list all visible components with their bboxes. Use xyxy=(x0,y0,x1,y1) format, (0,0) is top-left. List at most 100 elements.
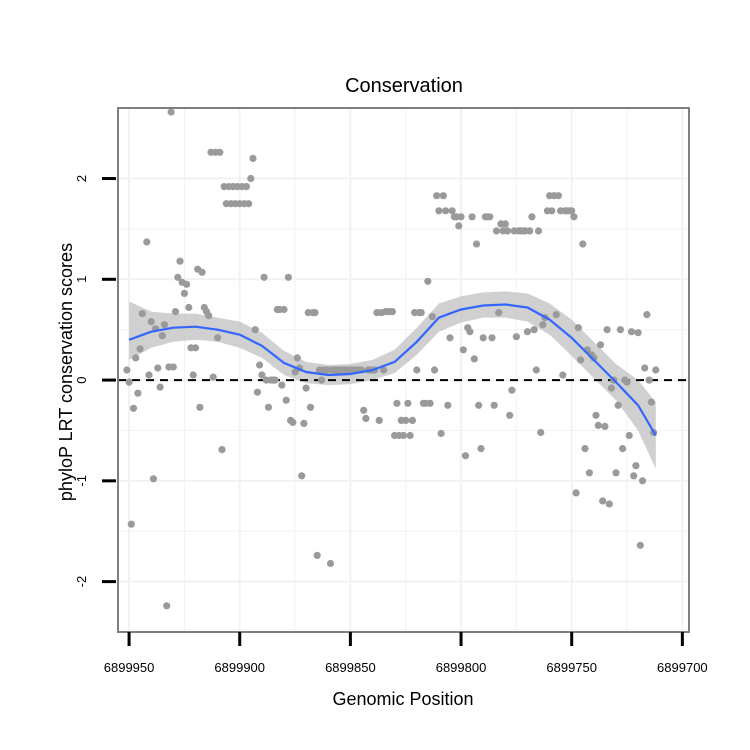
confidence-band xyxy=(129,291,656,469)
data-point-235 xyxy=(645,376,653,384)
scatter-points xyxy=(123,108,660,610)
data-point-128 xyxy=(408,416,416,424)
data-point-236 xyxy=(647,398,656,406)
data-point-172 xyxy=(506,411,514,419)
data-point-140 xyxy=(435,207,443,215)
x-tick-label-1: 6899900 xyxy=(214,660,265,675)
data-point-127 xyxy=(406,431,414,440)
data-point-113 xyxy=(375,416,383,424)
x-tick-label-4: 6899750 xyxy=(546,660,597,675)
data-point-170 xyxy=(501,220,509,228)
x-tick-label-0: 6899950 xyxy=(104,660,155,675)
data-point-29 xyxy=(189,371,197,379)
data-point-156 xyxy=(470,355,478,363)
data-point-200 xyxy=(568,207,576,215)
data-point-119 xyxy=(388,308,396,316)
data-point-23 xyxy=(176,257,184,265)
data-point-145 xyxy=(446,334,454,342)
data-point-167 xyxy=(495,309,503,317)
data-point-15 xyxy=(158,332,166,340)
data-point-27 xyxy=(185,303,193,312)
x-tick-label-5: 6899700 xyxy=(657,660,708,675)
data-point-3 xyxy=(129,404,138,412)
data-point-53 xyxy=(242,183,250,191)
data-point-38 xyxy=(209,373,217,381)
data-point-107 xyxy=(362,414,370,422)
data-point-69 xyxy=(278,381,286,389)
y-tick-label-4: 2 xyxy=(74,175,89,182)
data-point-41 xyxy=(216,148,224,156)
data-point-164 xyxy=(488,334,496,342)
data-point-87 xyxy=(318,376,326,384)
data-point-142 xyxy=(439,192,447,200)
data-point-126 xyxy=(404,399,412,407)
data-point-8 xyxy=(143,238,151,246)
y-tick-label-3: 1 xyxy=(74,276,89,283)
data-point-130 xyxy=(413,366,421,374)
data-point-60 xyxy=(258,371,266,379)
data-point-137 xyxy=(428,313,436,321)
data-point-4 xyxy=(132,354,140,362)
data-point-155 xyxy=(468,213,476,221)
y-axis-title: phyloP LRT conservation scores xyxy=(56,243,76,501)
data-point-36 xyxy=(205,312,213,320)
data-point-154 xyxy=(466,328,474,336)
data-point-212 xyxy=(594,421,602,429)
data-point-125 xyxy=(402,416,410,424)
x-axis: 6899950 6899900 6899850 6899800 6899750 68997… xyxy=(104,632,708,675)
data-point-141 xyxy=(437,429,445,438)
data-point-74 xyxy=(289,418,297,426)
data-point-180 xyxy=(523,328,532,336)
data-point-143 xyxy=(442,207,450,215)
data-point-91 xyxy=(326,559,335,568)
data-point-14 xyxy=(156,383,164,391)
smooth-line-layer xyxy=(128,303,657,437)
data-point-76 xyxy=(293,354,301,362)
data-point-132 xyxy=(417,309,425,317)
data-point-13 xyxy=(154,364,162,372)
data-point-159 xyxy=(477,445,485,453)
x-tick-label-3: 6899800 xyxy=(436,660,487,675)
data-point-211 xyxy=(592,411,600,419)
data-point-229 xyxy=(632,462,640,470)
data-point-19 xyxy=(167,108,175,116)
data-point-227 xyxy=(627,328,636,336)
data-point-138 xyxy=(430,366,439,374)
x-axis-title: Genomic Position xyxy=(332,689,473,709)
data-point-21 xyxy=(171,308,180,316)
confidence-band-layer xyxy=(129,291,656,469)
data-point-121 xyxy=(393,399,401,407)
y-axis: -2 -1 0 1 2 xyxy=(74,175,116,587)
data-point-166 xyxy=(492,227,501,235)
data-point-149 xyxy=(455,222,463,230)
data-point-230 xyxy=(634,329,642,337)
data-point-183 xyxy=(530,326,538,334)
data-point-221 xyxy=(614,401,622,409)
data-point-17 xyxy=(163,602,171,610)
data-point-157 xyxy=(472,240,481,248)
data-point-204 xyxy=(577,356,585,364)
data-point-32 xyxy=(196,403,204,411)
data-point-71 xyxy=(282,396,290,404)
data-point-216 xyxy=(603,326,611,334)
data-point-10 xyxy=(147,318,155,326)
data-point-72 xyxy=(284,273,292,281)
data-point-16 xyxy=(160,321,169,329)
data-point-57 xyxy=(251,326,259,334)
data-point-238 xyxy=(652,366,660,374)
data-point-11 xyxy=(149,475,157,483)
data-point-165 xyxy=(490,401,498,409)
data-point-196 xyxy=(559,371,567,379)
data-point-106 xyxy=(360,406,368,414)
data-point-139 xyxy=(433,192,441,200)
data-point-124 xyxy=(399,431,408,440)
data-point-79 xyxy=(300,419,308,427)
data-point-222 xyxy=(616,326,625,334)
data-point-25 xyxy=(180,289,188,297)
data-point-33 xyxy=(198,268,206,276)
x-tick-label-2: 6899850 xyxy=(325,660,376,675)
data-point-175 xyxy=(512,333,521,341)
data-point-152 xyxy=(461,452,470,460)
data-point-218 xyxy=(607,384,616,392)
data-point-151 xyxy=(459,346,467,354)
